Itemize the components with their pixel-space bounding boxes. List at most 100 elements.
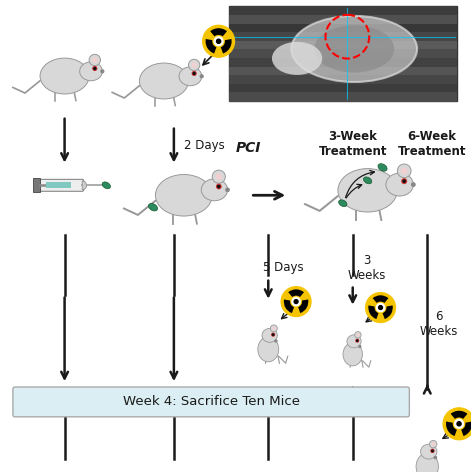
Circle shape	[431, 442, 435, 446]
Ellipse shape	[292, 16, 417, 82]
Circle shape	[432, 450, 433, 452]
Bar	[228, 58, 457, 68]
Circle shape	[401, 167, 408, 174]
Bar	[33, 178, 40, 192]
Circle shape	[89, 55, 100, 66]
Wedge shape	[451, 411, 467, 419]
Circle shape	[356, 339, 358, 342]
Circle shape	[92, 57, 98, 63]
Wedge shape	[221, 39, 232, 54]
Circle shape	[193, 73, 195, 74]
Text: Week 4: Sacrifice Ten Mice: Week 4: Sacrifice Ten Mice	[123, 395, 300, 409]
FancyBboxPatch shape	[13, 387, 410, 417]
Circle shape	[272, 327, 275, 330]
Bar	[228, 66, 457, 76]
Text: PCI: PCI	[236, 141, 261, 155]
Ellipse shape	[386, 173, 413, 196]
Ellipse shape	[347, 335, 361, 348]
Circle shape	[379, 306, 383, 310]
Circle shape	[273, 334, 274, 336]
Circle shape	[203, 26, 235, 57]
Circle shape	[216, 173, 222, 180]
Circle shape	[218, 185, 220, 188]
Circle shape	[270, 325, 277, 332]
Bar	[228, 32, 457, 42]
Ellipse shape	[102, 182, 110, 189]
Wedge shape	[206, 39, 217, 54]
Ellipse shape	[258, 337, 279, 362]
Circle shape	[275, 340, 277, 342]
Circle shape	[443, 408, 474, 440]
Ellipse shape	[262, 328, 277, 342]
Ellipse shape	[272, 42, 322, 75]
Bar	[228, 41, 457, 50]
Circle shape	[272, 333, 274, 336]
Ellipse shape	[139, 63, 189, 99]
Circle shape	[429, 440, 437, 448]
Circle shape	[192, 72, 196, 75]
Wedge shape	[368, 305, 379, 319]
Text: 6-Week
Treatment: 6-Week Treatment	[398, 129, 466, 157]
Bar	[228, 92, 457, 102]
Circle shape	[455, 419, 464, 428]
Wedge shape	[373, 295, 388, 303]
Wedge shape	[288, 289, 304, 297]
Bar	[228, 75, 457, 85]
Ellipse shape	[364, 177, 372, 184]
Wedge shape	[284, 300, 294, 313]
Circle shape	[217, 39, 221, 43]
Circle shape	[356, 333, 359, 337]
Wedge shape	[446, 421, 457, 436]
Circle shape	[356, 340, 358, 341]
Circle shape	[411, 183, 415, 186]
Circle shape	[93, 67, 97, 70]
Text: 3
Weeks: 3 Weeks	[348, 254, 386, 282]
Bar	[228, 7, 457, 101]
Ellipse shape	[338, 169, 397, 212]
Circle shape	[431, 449, 434, 452]
Ellipse shape	[378, 164, 387, 171]
Wedge shape	[383, 305, 393, 319]
Bar	[228, 24, 457, 33]
Wedge shape	[461, 421, 472, 436]
Ellipse shape	[80, 62, 102, 81]
Circle shape	[189, 59, 200, 71]
Ellipse shape	[314, 26, 394, 73]
Circle shape	[212, 170, 225, 183]
Bar	[228, 84, 457, 93]
Bar	[46, 182, 71, 189]
Text: 5 Days: 5 Days	[263, 261, 304, 274]
Circle shape	[191, 62, 197, 68]
FancyBboxPatch shape	[38, 179, 83, 191]
Circle shape	[402, 179, 407, 183]
Bar	[228, 15, 457, 25]
Circle shape	[376, 303, 385, 312]
Wedge shape	[298, 300, 308, 313]
Text: 2 Days: 2 Days	[184, 139, 225, 152]
Circle shape	[281, 287, 311, 317]
Ellipse shape	[420, 444, 437, 459]
Ellipse shape	[179, 67, 202, 86]
Circle shape	[94, 67, 96, 69]
Circle shape	[294, 300, 298, 303]
Circle shape	[397, 164, 411, 178]
Ellipse shape	[201, 179, 228, 201]
Circle shape	[201, 75, 203, 78]
Circle shape	[101, 70, 104, 73]
Circle shape	[457, 422, 461, 426]
Circle shape	[434, 456, 437, 459]
Circle shape	[226, 188, 229, 191]
Circle shape	[359, 346, 361, 347]
Circle shape	[214, 37, 223, 46]
Circle shape	[403, 180, 405, 182]
Circle shape	[355, 332, 361, 338]
Text: 3-Week
Treatment: 3-Week Treatment	[319, 129, 387, 157]
Wedge shape	[82, 181, 87, 190]
Ellipse shape	[338, 200, 347, 207]
Ellipse shape	[155, 174, 212, 216]
Ellipse shape	[148, 203, 157, 211]
Wedge shape	[210, 28, 227, 36]
Circle shape	[292, 297, 300, 306]
Text: 6
Weeks: 6 Weeks	[420, 310, 458, 338]
Bar	[228, 49, 457, 59]
